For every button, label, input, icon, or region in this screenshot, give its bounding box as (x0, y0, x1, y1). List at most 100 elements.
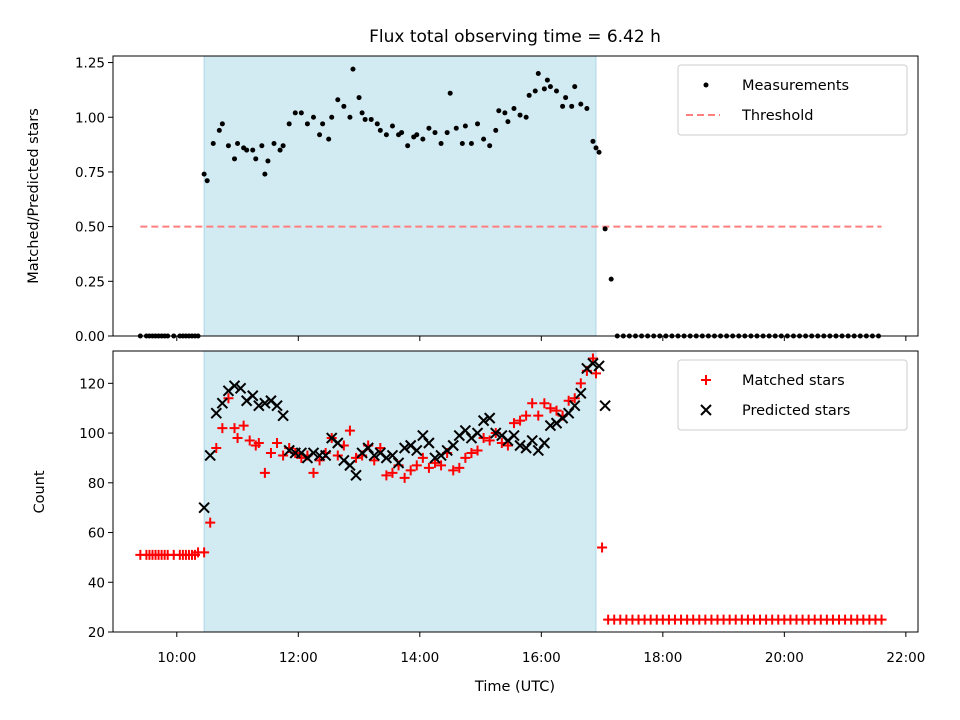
y-tick-label: 1.25 (75, 56, 105, 72)
data-point (487, 143, 493, 149)
data-point (253, 438, 264, 449)
data-point (477, 414, 490, 427)
data-point (278, 450, 289, 461)
data-point (232, 156, 238, 162)
data-point (468, 141, 474, 146)
data-point (283, 444, 295, 457)
data-point (253, 400, 265, 412)
x-tick-label: 12:00 (279, 650, 318, 666)
data-point (423, 462, 434, 473)
data-point (344, 425, 355, 436)
bottom-panel: 20 40 60 80 100 120 Count Matched stars Predic… (32, 350, 919, 641)
x-tick-label: 18:00 (643, 650, 682, 666)
data-point (508, 429, 520, 442)
data-point (453, 125, 459, 131)
data-point (551, 405, 562, 416)
data-point (560, 103, 566, 109)
data-point (575, 387, 587, 399)
data-point (307, 447, 320, 459)
data-point (535, 71, 541, 76)
data-point (210, 407, 222, 419)
data-point (280, 143, 286, 149)
data-point (344, 459, 356, 472)
data-point (332, 437, 344, 449)
data-point (319, 449, 332, 462)
data-point (223, 393, 234, 404)
data-point (229, 423, 240, 434)
legend-label: Measurements (742, 78, 849, 94)
data-point (432, 130, 438, 136)
data-point (210, 141, 216, 146)
data-point (563, 395, 574, 406)
series-dot (137, 66, 882, 339)
series-plus (135, 353, 887, 625)
y-tick-label: 1.00 (75, 110, 105, 126)
data-point (335, 97, 341, 103)
data-point (538, 437, 551, 449)
data-point (332, 450, 343, 461)
data-point (590, 138, 596, 144)
data-point (493, 127, 499, 133)
data-point (575, 378, 586, 389)
data-point (387, 467, 398, 478)
data-point (436, 460, 447, 471)
data-point (505, 119, 511, 125)
data-point (459, 141, 465, 146)
data-point (235, 141, 241, 146)
data-point (420, 136, 426, 142)
data-point (392, 457, 405, 469)
data-point (454, 462, 465, 473)
data-point (205, 517, 216, 528)
data-point (350, 469, 362, 482)
top-y-axis-label: Matched/Predicted stars (26, 108, 42, 284)
data-point (374, 121, 380, 127)
data-point (447, 439, 459, 452)
data-point (359, 110, 365, 116)
data-point (247, 390, 259, 402)
x-tick-label: 14:00 (400, 650, 439, 666)
data-point (597, 542, 608, 553)
data-point (876, 614, 887, 625)
x-axis-label: Time (UTC) (474, 679, 555, 695)
legend-label: Threshold (741, 108, 813, 124)
data-point (259, 397, 271, 409)
legend-label: Matched stars (742, 373, 845, 389)
data-point (563, 95, 569, 101)
data-point (541, 86, 547, 92)
data-point (593, 145, 599, 151)
data-point (389, 123, 395, 129)
data-point (483, 412, 496, 424)
data-point (398, 442, 411, 454)
chart-title: Flux total observing time = 6.42 h (369, 27, 661, 47)
bottom-y-axis-label: Count (32, 470, 48, 513)
data-point (475, 121, 481, 127)
bottom-legend: Matched stars Predicted stars (677, 359, 908, 431)
data-point (417, 452, 428, 463)
data-point (377, 127, 383, 133)
top-plot-area (112, 55, 919, 339)
y-tick-label: 0.50 (75, 220, 105, 236)
data-point (460, 452, 471, 463)
data-point (545, 403, 556, 414)
x-tick-label: 16:00 (522, 650, 561, 666)
data-point (314, 455, 325, 466)
data-point (481, 136, 487, 142)
data-point (517, 112, 523, 118)
data-point (569, 393, 580, 404)
data-point (286, 121, 292, 127)
data-point (216, 127, 222, 133)
data-point (447, 90, 453, 96)
y-tick-label: 0.25 (75, 274, 105, 290)
data-point (310, 114, 316, 120)
data-point (444, 130, 450, 136)
data-point (326, 136, 332, 142)
data-point (599, 400, 611, 412)
data-point (244, 435, 255, 446)
data-point (356, 95, 362, 101)
data-point (308, 467, 319, 478)
data-point (329, 114, 335, 120)
x-axis: 10:00 12:00 14:00 16:00 18:00 20:00 22:00 (157, 336, 925, 666)
data-point (429, 452, 441, 464)
plot-frame (112, 350, 919, 633)
data-point (478, 433, 489, 444)
